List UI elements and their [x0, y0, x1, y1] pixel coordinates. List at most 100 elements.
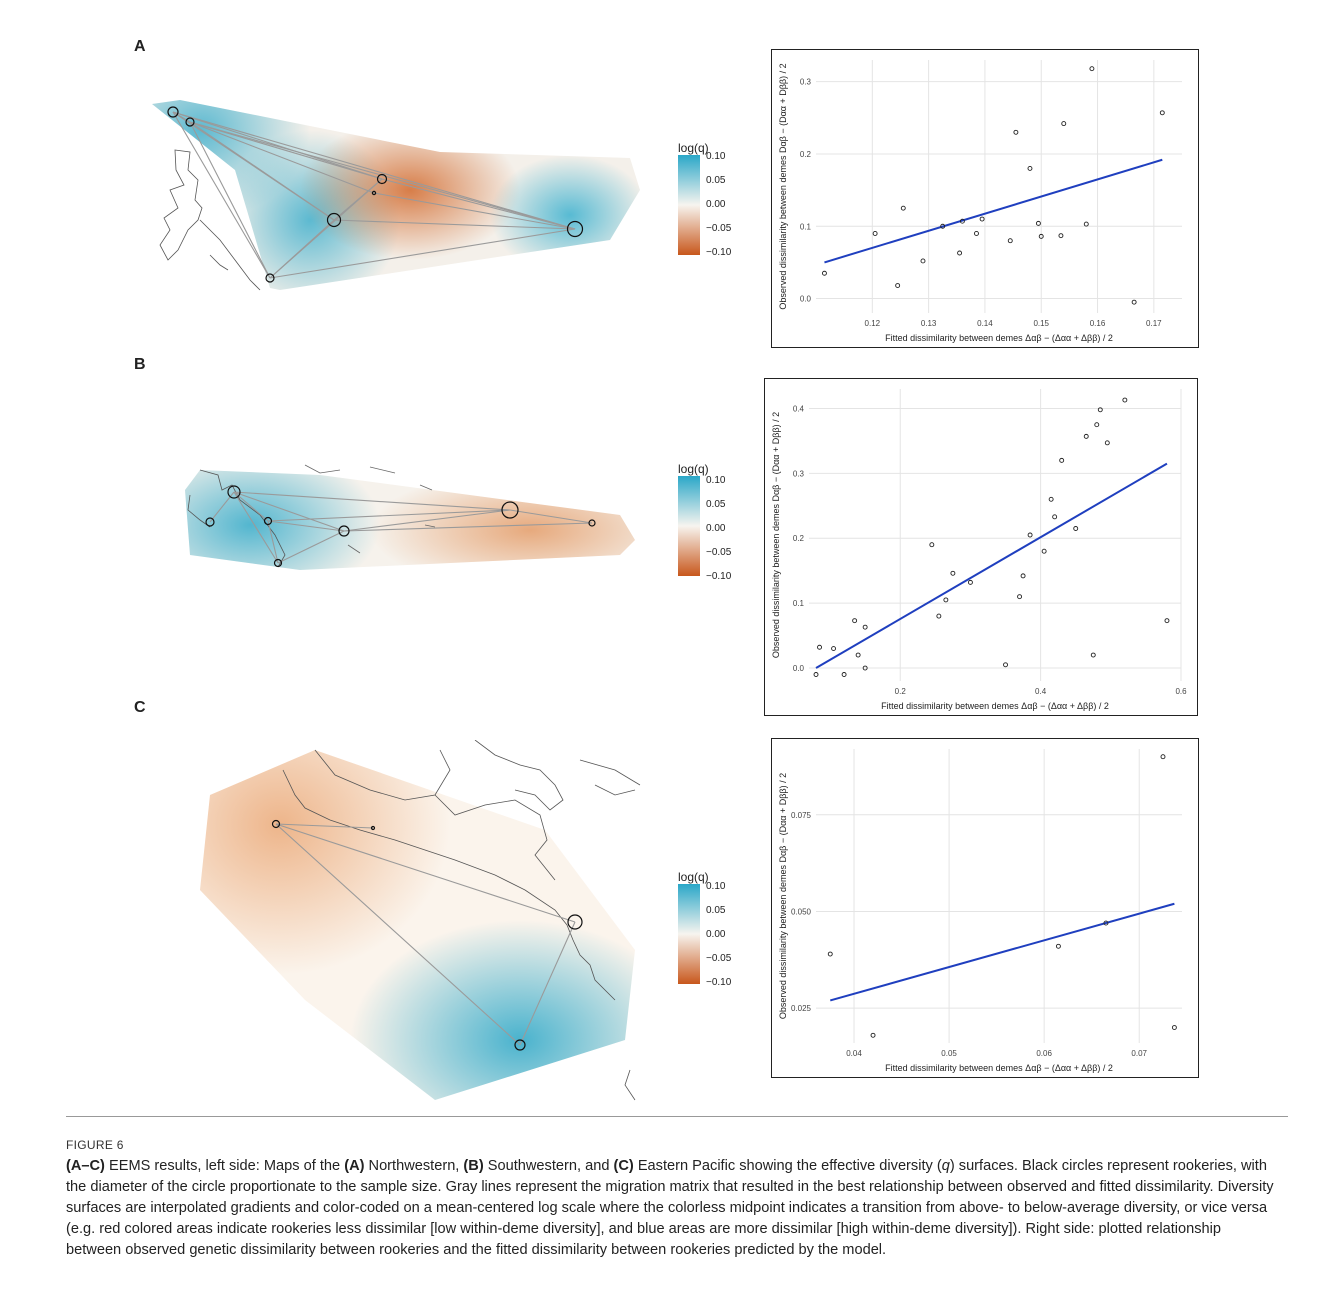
scatter-plot-c: 0.04 0.05 0.06 0.07 0.025 0.050 0.075 Fitted di… — [771, 738, 1199, 1078]
data-point — [920, 258, 926, 264]
caption-segment: ) surfaces. Black circles represent rook… — [66, 1158, 1274, 1258]
legend-title: log(q) — [678, 870, 709, 884]
migration-lines — [275, 823, 576, 1046]
data-point — [821, 270, 827, 276]
x-axis-label: Fitted dissimilarity between demes Δαβ −… — [885, 1063, 1113, 1073]
data-point — [841, 672, 847, 677]
data-point — [959, 218, 965, 224]
y-tick-label: 0.025 — [791, 1004, 812, 1013]
x-tick-label: 0.12 — [865, 319, 881, 328]
scatter-plot-a: 0.12 0.13 0.14 0.15 0.16 0.17 0.0 0.1 0.2 0.3 Fitt… — [771, 49, 1199, 348]
y-axis-label: Observed dissimilarity between demes Dαβ… — [778, 63, 788, 309]
figure-label: FIGURE 6 — [66, 1138, 124, 1152]
migration-lines — [209, 491, 593, 564]
data-point — [827, 951, 833, 957]
legend-logq-c: log(q) 0.10 0.05 0.00 −0.05 −0.10 — [678, 870, 758, 990]
x-tick-label: 0.17 — [1146, 319, 1162, 328]
caption-segment: q — [941, 1158, 950, 1174]
caption-separator — [66, 1116, 1288, 1117]
y-tick-label: 0.1 — [800, 222, 812, 231]
legend-tick: −0.05 — [706, 547, 732, 558]
legend-tick: 0.10 — [706, 151, 726, 162]
legend-colorbar — [678, 155, 700, 255]
data-point — [852, 618, 858, 624]
coastline — [199, 469, 286, 568]
caption-segment: (A–C) — [66, 1158, 105, 1174]
data-point — [957, 250, 963, 256]
data-point — [817, 644, 822, 650]
data-point — [1003, 662, 1008, 668]
data-point — [1013, 129, 1019, 135]
caption-segment: (C) — [613, 1158, 634, 1174]
x-tick-label: 0.07 — [1131, 1049, 1147, 1058]
data-point — [1041, 548, 1047, 554]
migration-lines — [172, 111, 576, 279]
coastline — [304, 464, 436, 554]
x-tick-label: 0.14 — [977, 319, 993, 328]
legend-title: log(q) — [678, 141, 709, 155]
data-point — [1159, 110, 1165, 116]
coastline — [159, 149, 203, 261]
legend-tick: −0.10 — [706, 571, 732, 582]
data-point — [1027, 165, 1033, 171]
x-tick-label: 0.05 — [941, 1049, 957, 1058]
y-tick-label: 0.3 — [793, 469, 805, 478]
legend-logq-b: log(q) 0.10 0.05 0.00 −0.05 −0.10 — [678, 462, 758, 582]
data-point — [1027, 532, 1033, 538]
figure-caption: (A–C) EEMS results, left side: Maps of t… — [66, 1156, 1276, 1261]
data-point — [1020, 573, 1026, 579]
data-point — [929, 542, 935, 548]
y-tick-label: 0.0 — [793, 664, 805, 673]
caption-segment: Southwestern, and — [483, 1158, 614, 1174]
data-point — [1038, 233, 1044, 239]
data-point — [967, 579, 973, 585]
data-point — [895, 283, 901, 288]
data-point — [1160, 754, 1166, 760]
data-point — [1083, 221, 1089, 227]
data-point — [1058, 233, 1064, 239]
rookery-circles — [167, 106, 584, 283]
coastline — [209, 254, 229, 271]
legend-title: log(q) — [678, 462, 709, 476]
data-point — [1017, 594, 1023, 600]
legend-tick: 0.05 — [706, 905, 726, 916]
x-tick-label: 0.2 — [895, 687, 907, 696]
map-eastern-pacific — [200, 740, 641, 1101]
legend-colorbar — [678, 884, 700, 984]
caption-segment: Eastern Pacific showing the effective di… — [633, 1158, 942, 1174]
legend-tick: 0.10 — [706, 475, 726, 486]
legend-tick: −0.10 — [706, 977, 732, 988]
map-northwestern-pacific — [152, 100, 640, 291]
data-point — [862, 665, 868, 671]
data-point — [1048, 496, 1054, 502]
data-point — [855, 652, 861, 658]
scatter-plot-b: 0.2 0.4 0.6 0.0 0.1 0.2 0.3 0.4 Fitted dissimila… — [764, 378, 1198, 716]
legend-tick: −0.05 — [706, 223, 732, 234]
data-point — [862, 624, 868, 630]
data-point — [940, 223, 946, 229]
regression-line — [829, 902, 1175, 1002]
x-tick-label: 0.16 — [1090, 319, 1106, 328]
legend-tick: 0.00 — [706, 523, 726, 534]
y-axis-label: Observed dissimilarity between demes Dαβ… — [771, 412, 781, 658]
data-point — [950, 570, 956, 576]
data-point — [1103, 920, 1109, 926]
y-axis-label: Observed dissimilarity between demes Dαβ… — [778, 773, 788, 1019]
data-point — [1171, 1025, 1177, 1030]
coastline — [199, 219, 261, 291]
y-tick-label: 0.3 — [800, 78, 812, 87]
data-point — [1164, 618, 1170, 624]
data-point — [1059, 457, 1065, 463]
data-point — [936, 613, 942, 619]
y-tick-label: 0.4 — [793, 404, 805, 413]
legend-tick: 0.05 — [706, 499, 726, 510]
panel-letter-b: B — [134, 356, 146, 373]
data-point — [872, 231, 878, 236]
legend-tick: 0.05 — [706, 175, 726, 186]
rookery-circles — [271, 819, 583, 1051]
x-tick-label: 0.04 — [846, 1049, 862, 1058]
y-tick-label: 0.2 — [800, 150, 812, 159]
caption-segment: (B) — [463, 1158, 484, 1174]
y-tick-label: 0.075 — [791, 811, 812, 820]
legend-tick: 0.00 — [706, 929, 726, 940]
